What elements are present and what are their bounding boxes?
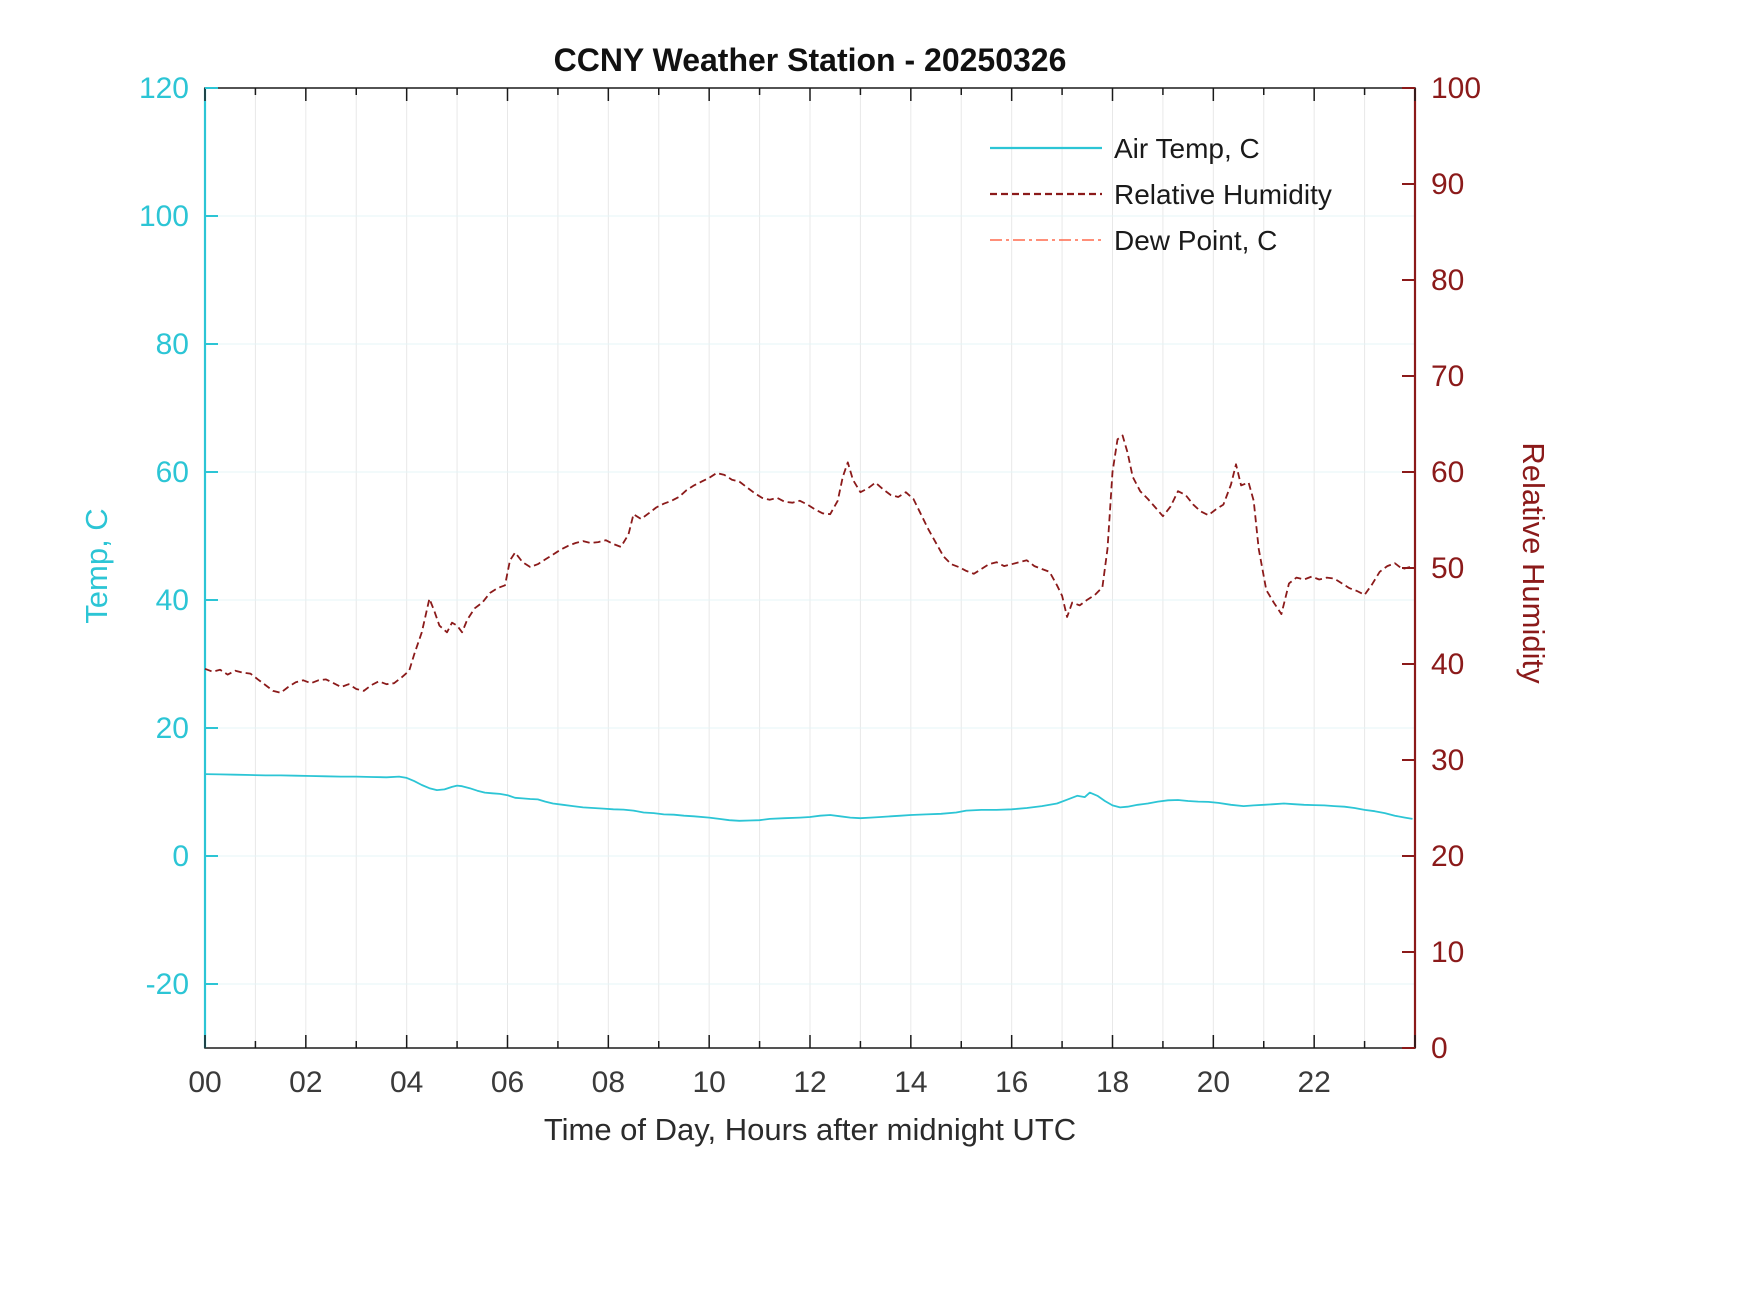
legend-label: Air Temp, C [1114,133,1260,164]
right-tick-label: 70 [1431,360,1464,393]
left-tick-label: -20 [146,968,189,1001]
x-tick-label: 18 [1096,1066,1129,1099]
x-tick-label: 06 [491,1066,524,1099]
x-tick-label: 12 [793,1066,826,1099]
right-tick-label: 30 [1431,744,1464,777]
chart-title: CCNY Weather Station - 20250326 [553,42,1067,78]
x-tick-label: 22 [1297,1066,1330,1099]
x-axis-label: Time of Day, Hours after midnight UTC [543,1112,1077,1147]
legend-label: Dew Point, C [1114,225,1277,256]
series-air-temp-c-line [204,773,1413,822]
left-tick-label: 100 [139,200,189,233]
x-tick-label: 02 [289,1066,322,1099]
right-tick-label: 10 [1431,936,1464,969]
series-relative-humidity-line [204,434,1411,694]
left-tick-label: 80 [156,328,189,361]
left-tick-label: 40 [156,584,189,617]
right-tick-label: 80 [1431,264,1464,297]
x-tick-label: 00 [188,1066,221,1099]
left-tick-label: 60 [156,456,189,489]
x-tick-label: 14 [894,1066,927,1099]
left-tick-label: 20 [156,712,189,745]
right-tick-label: 90 [1431,168,1464,201]
left-tick-label: 120 [139,72,189,105]
right-tick-label: 40 [1431,648,1464,681]
x-tick-label: 10 [692,1066,725,1099]
x-tick-label: 08 [592,1066,625,1099]
right-tick-label: 50 [1431,552,1464,585]
left-tick-label: 0 [172,840,189,873]
right-tick-label: 20 [1431,840,1464,873]
right-tick-label: 60 [1431,456,1464,489]
right-tick-label: 100 [1431,72,1481,105]
x-tick-label: 16 [995,1066,1028,1099]
right-tick-label: 0 [1431,1032,1448,1065]
x-tick-label: 20 [1197,1066,1230,1099]
x-tick-label: 04 [390,1066,423,1099]
legend-label: Relative Humidity [1114,179,1332,210]
